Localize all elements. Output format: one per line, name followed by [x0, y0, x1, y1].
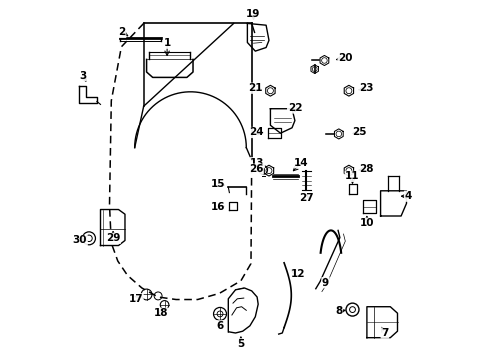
- Text: 4: 4: [404, 191, 411, 201]
- Text: 23: 23: [358, 83, 373, 93]
- Text: 27: 27: [299, 193, 313, 203]
- Text: 7: 7: [381, 328, 388, 338]
- Text: 26: 26: [248, 164, 263, 174]
- Text: 14: 14: [293, 158, 308, 168]
- Text: 11: 11: [345, 171, 359, 181]
- Text: 15: 15: [210, 179, 225, 189]
- Text: 8: 8: [334, 306, 342, 316]
- Text: 30: 30: [73, 235, 87, 246]
- Text: 6: 6: [216, 321, 223, 331]
- Text: 13: 13: [249, 158, 264, 168]
- Text: 12: 12: [290, 269, 305, 279]
- Text: 2: 2: [118, 27, 125, 37]
- Text: 16: 16: [210, 202, 225, 212]
- Text: 21: 21: [247, 83, 262, 93]
- Text: 18: 18: [153, 308, 168, 318]
- Text: 24: 24: [248, 127, 263, 138]
- Text: 10: 10: [359, 218, 373, 228]
- Text: 20: 20: [337, 53, 352, 63]
- Text: 17: 17: [128, 294, 143, 304]
- Text: 19: 19: [246, 9, 260, 19]
- Text: 25: 25: [352, 127, 366, 138]
- Text: 29: 29: [106, 233, 120, 243]
- Text: 1: 1: [163, 38, 170, 48]
- Text: 22: 22: [287, 103, 302, 113]
- Text: 3: 3: [79, 71, 86, 81]
- Text: 5: 5: [237, 339, 244, 349]
- Text: 9: 9: [321, 278, 328, 288]
- Text: 28: 28: [358, 164, 373, 174]
